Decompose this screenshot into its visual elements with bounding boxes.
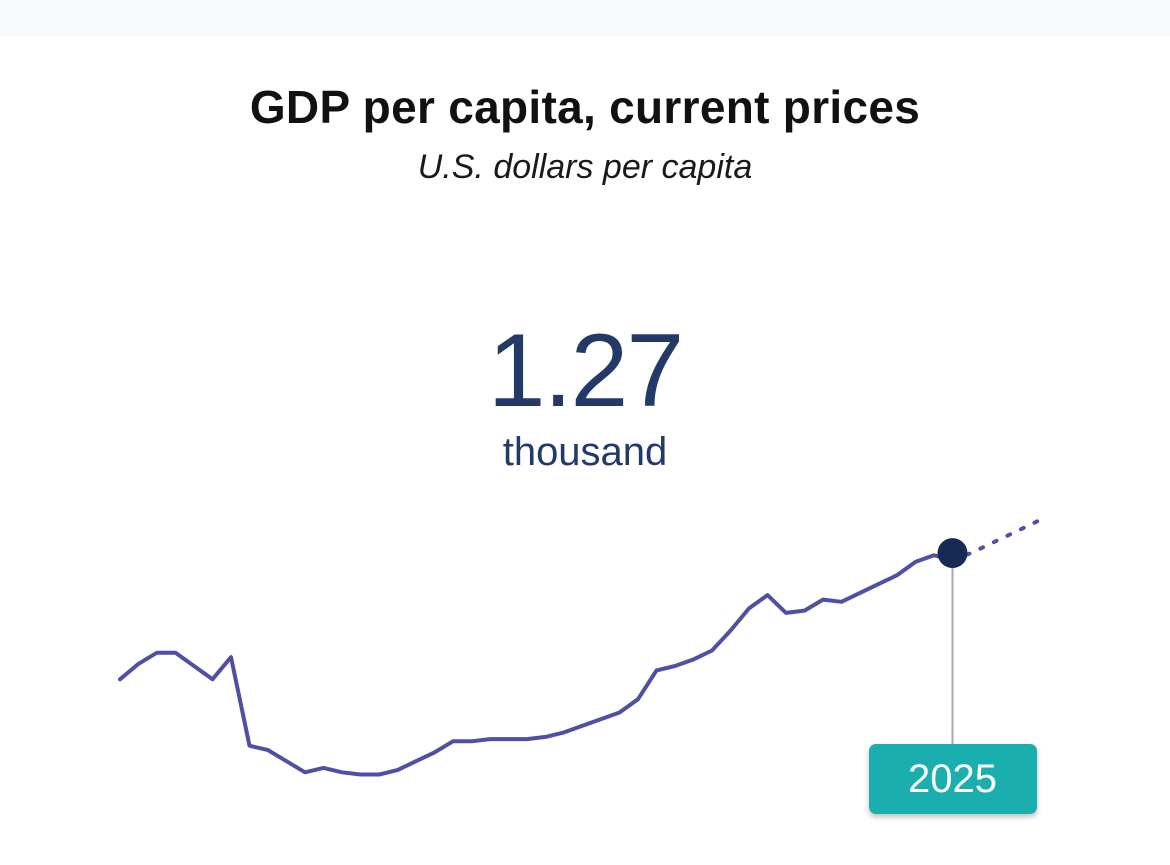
top-strip — [0, 0, 1170, 36]
chart-subtitle: U.S. dollars per capita — [417, 148, 753, 186]
year-badge[interactable]: 2025 — [868, 744, 1037, 814]
series-line-actual — [118, 553, 955, 777]
series-layer — [118, 515, 1047, 777]
highlight-point-marker[interactable] — [937, 538, 968, 569]
highlight-unit: thousand — [502, 430, 668, 474]
series-line-projection — [950, 515, 1047, 562]
chart-title: GDP per capita, current prices — [249, 81, 921, 133]
highlight-value: 1.27 — [487, 313, 684, 429]
